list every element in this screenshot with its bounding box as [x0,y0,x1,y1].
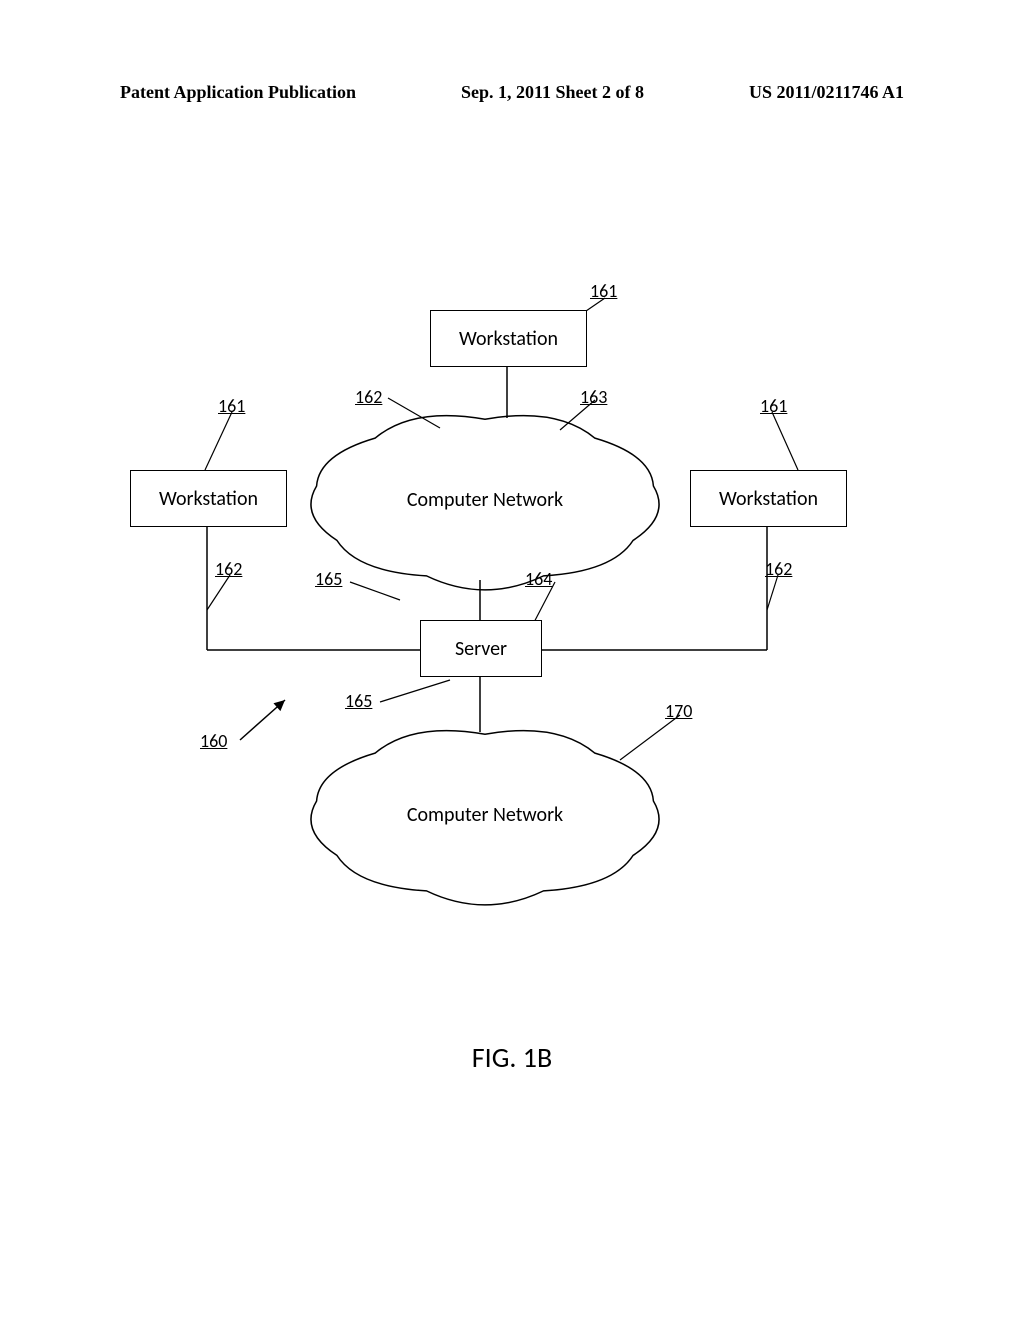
box-server: Server [420,620,542,677]
ref-r165_a: 165 [315,568,342,590]
box-label-server: Server [455,637,507,661]
box-label-ws_right: Workstation [719,487,818,511]
header-left: Patent Application Publication [120,82,356,103]
network-diagram: Computer Network Computer Network Workstat… [110,280,910,980]
header-right: US 2011/0211746 A1 [749,82,904,103]
ref-r160: 160 [200,730,227,752]
lead-line-6 [767,575,778,610]
page-header: Patent Application Publication Sep. 1, 2… [0,82,1024,103]
ref-r162_right: 162 [765,558,792,580]
box-ws_top: Workstation [430,310,587,367]
ref-r161_left: 161 [218,395,245,417]
box-label-ws_top: Workstation [459,327,558,351]
ref-r165_b: 165 [345,690,372,712]
box-ws_right: Workstation [690,470,847,527]
lead-line-2 [772,412,798,470]
cloud-label-net_top: Computer Network [375,488,595,512]
ref-r162_left: 162 [215,558,242,580]
ref-r161_right: 161 [760,395,787,417]
box-label-ws_left: Workstation [159,487,258,511]
lead-line-1 [205,412,232,470]
ref-r161_top: 161 [590,280,617,302]
ref-r163: 163 [580,386,607,408]
header-center: Sep. 1, 2011 Sheet 2 of 8 [461,82,644,103]
ref-r164: 164 [525,568,552,590]
lead-line-7 [350,582,400,600]
figure-label: FIG. 1B [0,1040,1024,1075]
cloud-label-net_bottom: Computer Network [375,803,595,827]
box-ws_left: Workstation [130,470,287,527]
ref-r162_top: 162 [355,386,382,408]
lead-line-5 [207,575,230,610]
lead-line-9 [380,680,450,702]
ref-r170: 170 [665,700,692,722]
